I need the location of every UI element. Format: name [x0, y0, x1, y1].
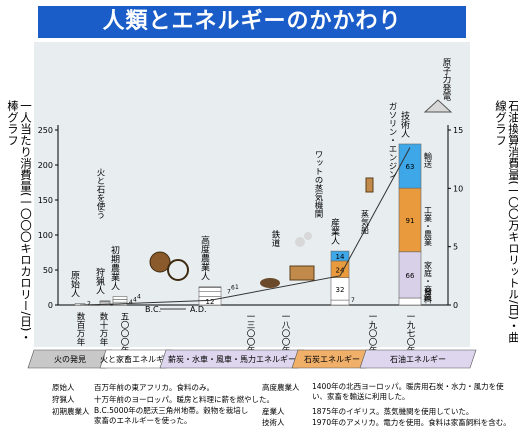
right-axis-label: 石油換算消費量(一〇〇万キロリットル/日)・曲線グラフ	[494, 100, 518, 343]
def-3-term: 高度農業人	[262, 383, 300, 392]
def-2-term: 初期農業人	[52, 407, 90, 416]
era-band-label: 火と家畜エネルギー	[100, 354, 172, 364]
bar-segment-label: 12	[206, 298, 215, 306]
def-5-desc: 1970年のアメリカ。電力を使用。食料は家畜飼料を含む。	[312, 418, 511, 427]
annotation-watt: ワットの蒸気機関	[313, 150, 323, 219]
annotation-nuclear: 原子力発電	[441, 58, 451, 101]
stage-label: 狩猟人	[94, 267, 105, 295]
steam-cloud-icon	[295, 237, 305, 247]
bar-segment-label: 1	[235, 284, 239, 291]
era-band	[359, 349, 477, 369]
bar-segment-label: 4	[137, 294, 141, 301]
bar-segment-label: 32	[336, 286, 345, 294]
bar-segment	[99, 300, 111, 302]
power-plant-icon	[423, 99, 453, 113]
bar-segment-label: 6	[231, 285, 235, 292]
steam-cloud-icon	[304, 232, 312, 240]
bar-segment-label: 24	[336, 266, 345, 274]
bar-segment-label: 7	[351, 297, 355, 304]
annotation-steel: 鉄道	[270, 229, 280, 248]
annotation-fire: 火と石を使う	[95, 168, 105, 219]
bar-segment-label: 63	[406, 163, 415, 171]
def-0-desc: 百万年前の東アフリカ。食料のみ。	[94, 383, 214, 392]
right-tick-label: 5	[453, 243, 458, 252]
def-3-desc: 1400年の北西ヨーロッパ。暖房用石炭・水力・風力を使い、家畜を輸送に利用した。	[312, 382, 504, 401]
def-1-term: 狩猟人	[52, 395, 75, 404]
stack-legend-label: 輸送	[424, 151, 433, 169]
stage-label: 原始人	[69, 271, 80, 298]
bar-segment	[398, 143, 422, 189]
x-tick-label: 数十万年	[98, 311, 108, 347]
curve-line	[79, 147, 411, 306]
locomotive-icon	[289, 265, 315, 281]
era-band-label: 石炭エネルギー	[304, 355, 360, 364]
page-title: 人類とエネルギーのかかわり	[38, 6, 466, 38]
bar-segment-label: 4	[133, 296, 137, 303]
era-ad-label: A.D.	[190, 305, 207, 314]
era-band-label: 薪炭・水車・風車・馬力エネルギー	[168, 354, 296, 364]
def-5-term: 技術人	[262, 418, 285, 427]
horse-icon	[260, 278, 280, 288]
plot-area	[34, 42, 470, 347]
left-tick-label: 50	[43, 266, 53, 275]
bar-segment-label: 2	[87, 301, 91, 308]
stack-legend-label: 食料	[424, 287, 433, 305]
bar-segment-label: 91	[406, 217, 415, 225]
windmill-icon	[149, 251, 171, 273]
stage-label: 技術人	[399, 110, 410, 138]
left-axis-label: 一人当たり消費量(一〇〇〇キロカロリー/日)・棒グラフ	[6, 100, 33, 343]
era-bc-label: B.C.	[145, 305, 161, 314]
left-tick-label: 0	[48, 301, 53, 310]
era-band-label: 火の発見	[54, 355, 86, 364]
right-tick-label: 15	[453, 126, 463, 135]
bar-segment	[330, 250, 350, 262]
era-band-label: 石油エネルギー	[390, 354, 446, 364]
bar-segment-label: 66	[406, 272, 415, 280]
def-4-desc: 1875年のイギリス。蒸気機関を使用していた。	[312, 407, 474, 416]
def-4-term: 産業人	[262, 407, 285, 416]
left-tick-label: 250	[38, 126, 53, 135]
def-2-desc: B.C.5000年の肥沃三角州地帯。穀物を栽培し家畜のエネルギーを使った。	[94, 406, 249, 425]
stage-label: 高度農業人	[199, 235, 210, 281]
annotation-gasoline-engine: ガソリン・エンジン	[387, 102, 397, 179]
annotation-steam-ship: 蒸気船	[361, 209, 370, 235]
stack-legend-label: 工業・農業	[424, 206, 433, 247]
left-tick-label: 200	[38, 161, 53, 170]
waterwheel-icon	[167, 259, 189, 281]
x-tick-label: 一九七〇年	[405, 312, 415, 355]
x-tick-label: 一八〇〇年	[280, 312, 290, 355]
left-tick-label: 150	[38, 196, 53, 205]
x-tick-label: 数百万年	[75, 311, 85, 347]
right-tick-label: 10	[453, 184, 463, 193]
stack-legend-label: 家庭・商業	[424, 260, 433, 302]
bar-segment	[198, 286, 222, 288]
x-tick-label: 一三〇〇年	[245, 312, 255, 355]
bar-segment-label: 10	[423, 295, 431, 302]
bar-segment-label: 7	[227, 289, 231, 296]
x-tick-label: 一九〇〇年	[367, 312, 377, 355]
x-tick-label: 五〇〇〇年前	[119, 312, 129, 364]
def-0-term: 原始人	[52, 383, 75, 392]
def-1-desc: 十万年前のヨーロッパ。暖房と料理に薪を燃やした。	[94, 395, 274, 404]
oil-lamp-icon	[365, 177, 374, 193]
bar-segment-label: 14	[336, 253, 345, 261]
bar-segment	[112, 296, 128, 300]
bar-segment-label: 4	[129, 299, 133, 306]
right-tick-label: 0	[453, 301, 458, 310]
stage-label: 初期農業人	[109, 245, 120, 291]
left-tick-label: 100	[38, 231, 53, 240]
stage-label: 産業人	[329, 217, 340, 245]
